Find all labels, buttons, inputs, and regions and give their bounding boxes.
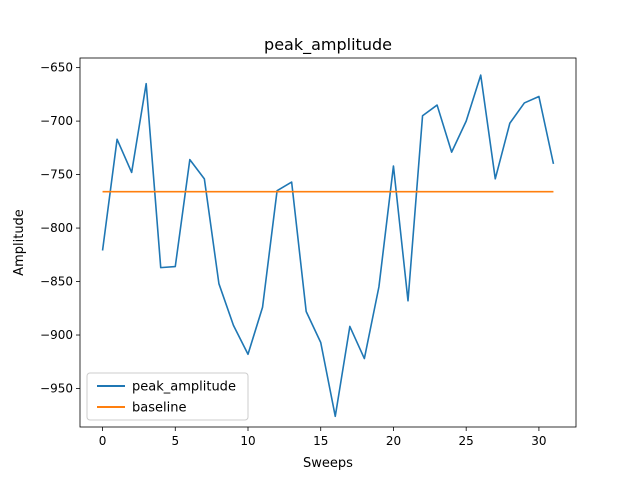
series-line-peak-amplitude: [101, 74, 555, 418]
y-tick-label: −800: [40, 221, 73, 235]
x-tick-label: 20: [386, 434, 401, 448]
series-layer: [101, 74, 555, 418]
x-axis-ticks: 0 5 10 15 20 25 30: [99, 427, 547, 448]
y-axis-label: Amplitude: [12, 209, 27, 276]
legend-label-peak-amplitude: peak_amplitude: [132, 380, 236, 395]
x-tick-label: 10: [240, 434, 255, 448]
x-tick-label: 5: [171, 434, 179, 448]
y-tick-label: −950: [40, 381, 73, 395]
y-tick-label: −900: [40, 328, 73, 342]
y-tick-label: −700: [40, 114, 73, 128]
y-axis-ticks: −950 −900 −850 −800 −750 −700 −650: [40, 61, 80, 395]
y-tick-label: −850: [40, 275, 73, 289]
plot-area: [80, 58, 576, 427]
plot-frame: [79, 57, 577, 428]
y-tick-label: −750: [40, 168, 73, 182]
x-tick-label: 0: [99, 434, 107, 448]
chart-title: peak_amplitude: [264, 35, 392, 55]
legend-box: [86, 372, 249, 421]
x-tick-label: 30: [531, 434, 546, 448]
x-tick-label: 15: [313, 434, 328, 448]
y-tick-label: −650: [40, 61, 73, 75]
legend: peak_amplitude baseline: [86, 372, 249, 421]
x-tick-label: 25: [459, 434, 474, 448]
x-axis-label: Sweeps: [303, 456, 353, 471]
legend-label-baseline: baseline: [132, 401, 186, 416]
